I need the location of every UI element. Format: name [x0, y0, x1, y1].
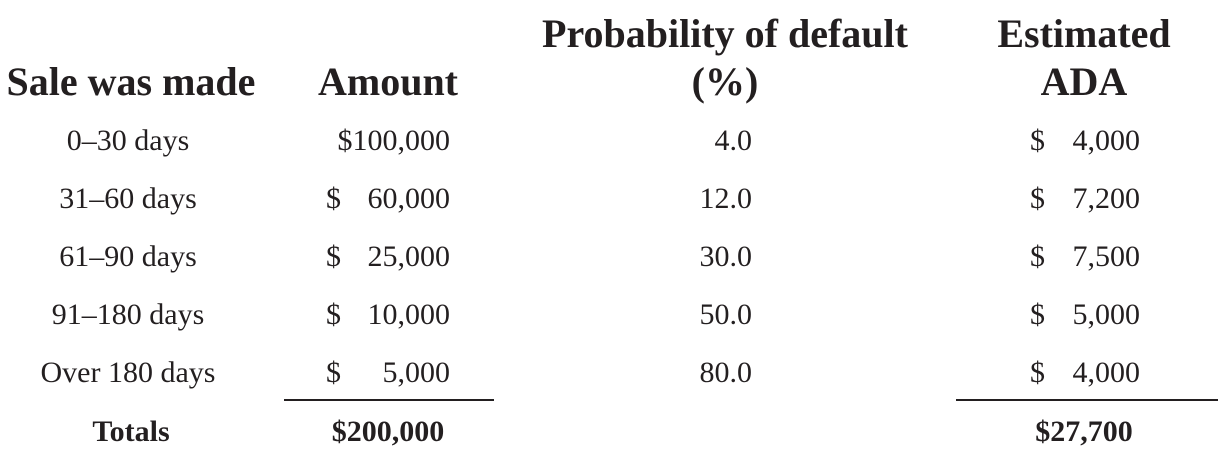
amount-currency-cell: $	[326, 356, 341, 389]
header-amount: Amount	[317, 59, 459, 104]
probability-cell: 30.0	[699, 240, 753, 273]
amount-value-cell: 10,000	[367, 298, 451, 331]
amount-total-rule	[284, 399, 494, 401]
amount-currency-cell: $	[326, 298, 341, 331]
ada-currency-cell: $	[1030, 298, 1045, 331]
header-probability-unit: (%)	[691, 59, 759, 104]
header-ada: ADA	[1040, 59, 1128, 104]
probability-cell: 12.0	[699, 182, 753, 215]
ada-currency-cell: $	[1030, 182, 1045, 215]
ada-currency-cell: $	[1030, 356, 1045, 389]
ada-total: $27,700	[1035, 415, 1133, 448]
ada-value-cell: 7,200	[1072, 182, 1141, 215]
sale-period-cell: Over 180 days	[40, 356, 216, 389]
ada-currency-cell: $	[1030, 240, 1045, 273]
sale-period-cell: 61–90 days	[59, 240, 197, 273]
ada-total-rule	[956, 399, 1218, 401]
header-sale-was-made: Sale was made	[6, 59, 256, 104]
sale-period-cell: 31–60 days	[59, 182, 197, 215]
header-estimated: Estimated	[997, 11, 1171, 56]
amount-value-cell: 60,000	[367, 182, 451, 215]
ada-value-cell: 7,500	[1072, 240, 1141, 273]
amount-cell: $100,000	[337, 124, 451, 157]
amount-currency-cell: $	[326, 182, 341, 215]
header-probability-of-default: Probability of default	[542, 11, 908, 56]
amount-value-cell: 25,000	[367, 240, 451, 273]
amount-total: $200,000	[331, 415, 445, 448]
ada-currency-cell: $	[1030, 124, 1045, 157]
amount-value-cell: 5,000	[382, 356, 451, 389]
sale-period-cell: 0–30 days	[66, 124, 190, 157]
probability-cell: 50.0	[699, 298, 753, 331]
totals-label: Totals	[92, 415, 170, 448]
amount-currency-cell: $	[326, 240, 341, 273]
ada-value-cell: 5,000	[1072, 298, 1141, 331]
probability-cell: 80.0	[699, 356, 753, 389]
ada-value-cell: 4,000	[1072, 356, 1141, 389]
ada-value-cell: 4,000	[1072, 124, 1141, 157]
probability-cell: 4.0	[714, 124, 753, 157]
sale-period-cell: 91–180 days	[51, 298, 205, 331]
